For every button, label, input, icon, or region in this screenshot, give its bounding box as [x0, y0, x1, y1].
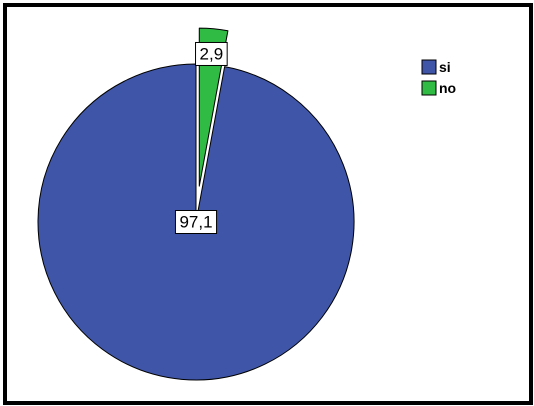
- svg-text:2,9: 2,9: [200, 44, 224, 63]
- legend-item-si: si: [421, 59, 451, 75]
- pie-slices: [37, 27, 355, 381]
- legend-swatch-no: [421, 80, 437, 96]
- legend-label-no: no: [439, 80, 456, 96]
- svg-text:97,1: 97,1: [179, 213, 212, 232]
- pie-slice-no: [198, 27, 229, 187]
- data-label-si: 97,1: [174, 210, 218, 234]
- data-label-no: 2,9: [195, 41, 228, 66]
- legend: si no: [421, 59, 456, 96]
- data-labels: 97,1 2,9: [174, 41, 228, 234]
- legend-swatch-si: [421, 59, 437, 75]
- legend-label-si: si: [439, 59, 451, 75]
- legend-item-no: no: [421, 80, 456, 96]
